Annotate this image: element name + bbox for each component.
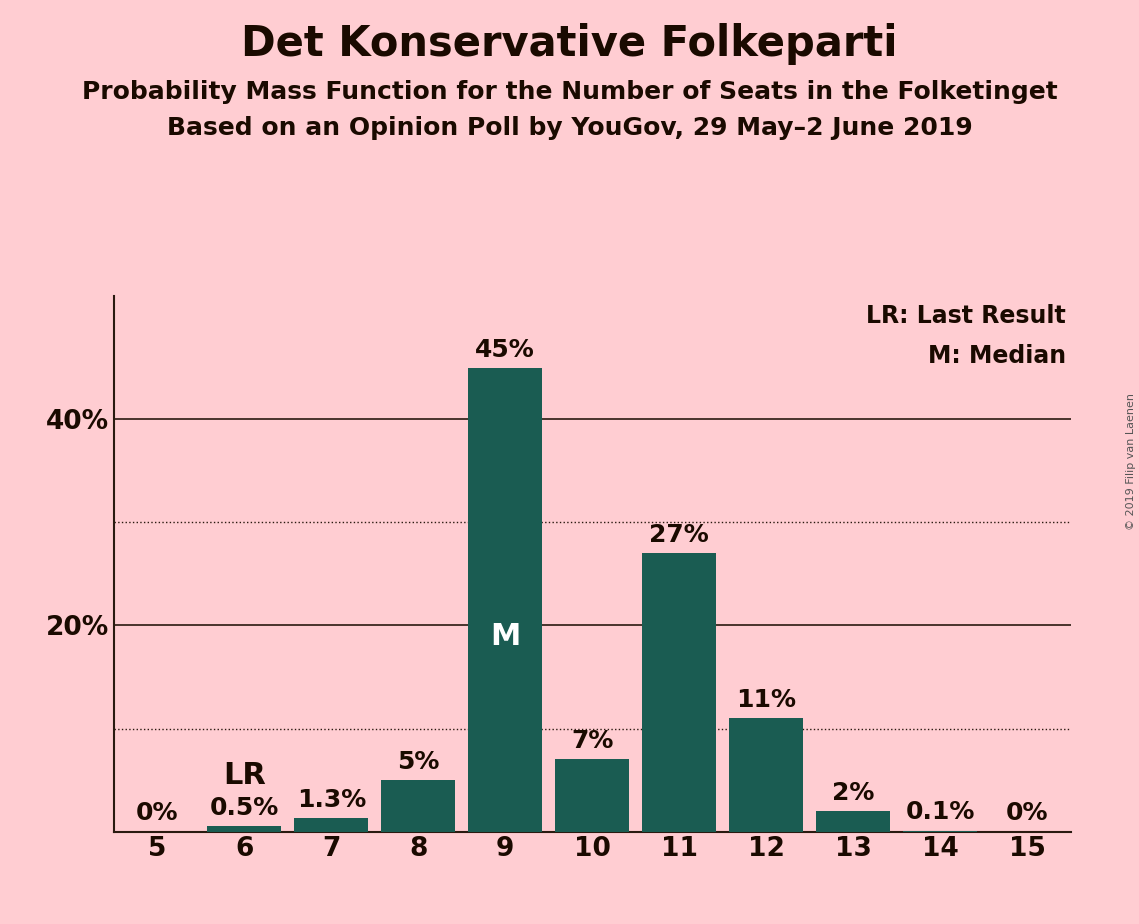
Text: 2%: 2% [831,781,875,805]
Text: 7%: 7% [571,729,614,753]
Text: 0%: 0% [1006,801,1048,825]
Text: Based on an Opinion Poll by YouGov, 29 May–2 June 2019: Based on an Opinion Poll by YouGov, 29 M… [166,116,973,140]
Text: © 2019 Filip van Laenen: © 2019 Filip van Laenen [1126,394,1136,530]
Text: Probability Mass Function for the Number of Seats in the Folketinget: Probability Mass Function for the Number… [82,80,1057,104]
Text: 1.3%: 1.3% [297,788,366,812]
Bar [468,368,542,832]
Text: M: M [490,622,521,651]
Bar [903,831,977,832]
Bar [729,718,803,832]
Text: LR: LR [223,761,265,790]
Text: LR: Last Result: LR: Last Result [866,304,1066,328]
Text: M: Median: M: Median [928,344,1066,368]
Bar [556,760,629,832]
Text: 5%: 5% [398,750,440,774]
Text: Det Konservative Folkeparti: Det Konservative Folkeparti [241,23,898,65]
Text: 0.5%: 0.5% [210,796,279,821]
Text: 11%: 11% [736,688,796,712]
Bar [642,553,716,832]
Bar [817,811,891,832]
Bar [207,826,281,832]
Text: 0.1%: 0.1% [906,800,975,824]
Text: 27%: 27% [649,523,710,547]
Text: 45%: 45% [475,337,535,361]
Text: 0%: 0% [137,801,179,825]
Bar [294,819,368,832]
Bar [382,780,456,832]
